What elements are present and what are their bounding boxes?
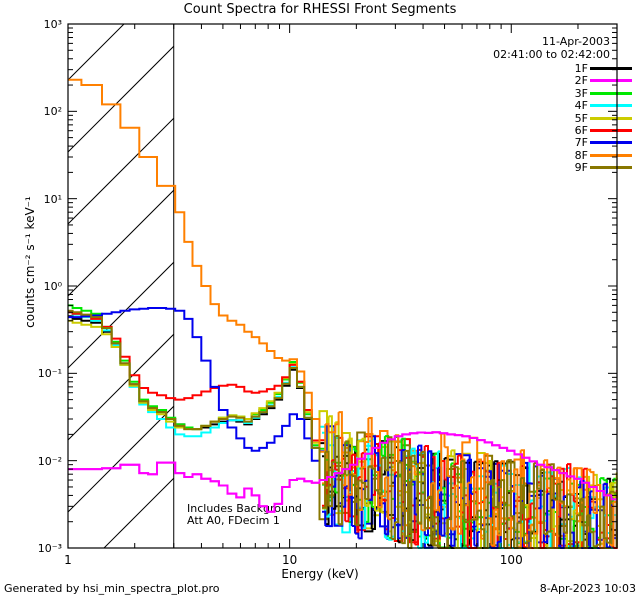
annotation-attenuator: Att A0, FDecim 1: [187, 514, 280, 527]
x-tick-label: 100: [499, 553, 523, 567]
y-tick-label: 10⁻²: [37, 454, 62, 468]
legend-item-9f: 9F: [430, 161, 636, 175]
footer-generator: Generated by hsi_min_spectra_plot.pro: [4, 582, 220, 595]
legend-label: 4F: [574, 99, 588, 113]
plot-title: Count Spectra for RHESSI Front Segments: [183, 2, 457, 17]
x-tick-label: 10: [281, 553, 298, 567]
legend-item-3f: 3F: [430, 86, 636, 100]
legend-swatch: [590, 67, 632, 70]
legend-item-6f: 6F: [430, 124, 636, 137]
y-tick-label: 10²: [43, 105, 62, 119]
y-tick-label: 10³: [43, 18, 62, 31]
legend-item-5f: 5F: [430, 111, 636, 125]
legend-label: 7F: [574, 136, 588, 150]
legend-label: 9F: [574, 161, 588, 175]
footer-timestamp: 8-Apr-2023 10:03: [539, 582, 636, 595]
legend-swatch: [590, 91, 632, 95]
legend-label: 8F: [574, 148, 588, 162]
observation-time-range: 02:41:00 to 02:42:00: [493, 48, 610, 61]
legend-label: 3F: [574, 86, 588, 100]
hatched-region: [68, 24, 174, 548]
legend-swatch: [590, 104, 632, 108]
y-tick-label: 10¹: [43, 192, 62, 206]
y-tick-label: 10⁻¹: [37, 367, 62, 381]
legend-item-8f: 8F: [430, 148, 636, 162]
spectrum-line-2f-top: [68, 431, 617, 513]
legend-label: 6F: [574, 124, 588, 137]
legend-item-1f: 1F: [430, 62, 636, 75]
legend-swatch: [590, 116, 632, 120]
observation-date: 11-Apr-2003: [541, 35, 610, 48]
legend-label: 2F: [574, 74, 588, 88]
legend-swatch: [590, 141, 632, 145]
annotation-includes-background: Includes Background: [187, 502, 302, 515]
legend-swatch: [590, 166, 632, 170]
legend-item-7f: 7F: [430, 136, 636, 150]
legend-label: 5F: [574, 111, 588, 125]
legend-swatch: [590, 129, 632, 132]
x-tick-label: 1: [64, 553, 72, 567]
legend-swatch: [590, 79, 632, 83]
legend-swatch: [590, 153, 632, 157]
legend-item-2f: 2F: [430, 74, 636, 88]
legend-label: 1F: [574, 62, 588, 75]
legend-item-4f: 4F: [430, 99, 636, 113]
y-tick-label: 10⁻³: [37, 542, 62, 555]
y-tick-label: 10⁰: [43, 280, 62, 293]
x-axis-label: Energy (keV): [281, 567, 359, 581]
